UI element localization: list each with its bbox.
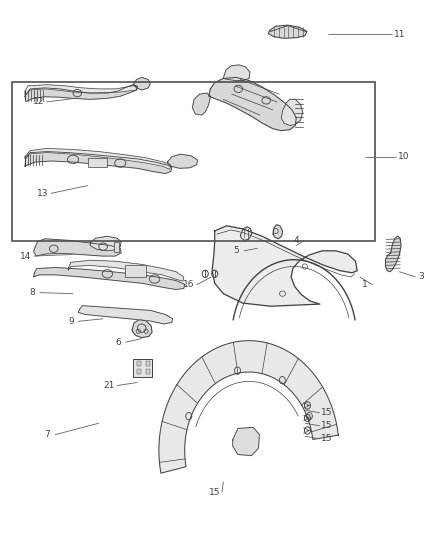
Text: 12: 12 bbox=[33, 98, 44, 107]
Polygon shape bbox=[68, 260, 184, 281]
Text: 9: 9 bbox=[68, 317, 74, 326]
Bar bbox=[12, 82, 375, 241]
Text: 16: 16 bbox=[183, 280, 195, 289]
Polygon shape bbox=[159, 341, 338, 473]
Text: 6: 6 bbox=[115, 338, 121, 347]
Polygon shape bbox=[133, 77, 150, 90]
Text: 4: 4 bbox=[293, 236, 299, 245]
Text: 15: 15 bbox=[209, 488, 220, 497]
Bar bbox=[133, 359, 152, 377]
Polygon shape bbox=[212, 226, 357, 306]
Text: 13: 13 bbox=[37, 189, 49, 198]
Polygon shape bbox=[25, 85, 138, 101]
Bar bbox=[137, 369, 141, 374]
Bar bbox=[124, 265, 146, 277]
Polygon shape bbox=[385, 236, 401, 272]
Polygon shape bbox=[223, 65, 250, 80]
Bar bbox=[146, 369, 150, 374]
Text: 21: 21 bbox=[104, 381, 115, 390]
Bar bbox=[114, 243, 120, 252]
Polygon shape bbox=[281, 99, 303, 125]
Bar bbox=[146, 360, 150, 366]
Text: 8: 8 bbox=[29, 288, 35, 297]
Polygon shape bbox=[90, 236, 121, 251]
Text: 15: 15 bbox=[321, 408, 332, 417]
Text: 1: 1 bbox=[362, 280, 368, 289]
Polygon shape bbox=[167, 154, 198, 168]
Bar bbox=[88, 158, 107, 167]
Polygon shape bbox=[25, 85, 138, 95]
Text: 14: 14 bbox=[20, 252, 32, 261]
Polygon shape bbox=[25, 149, 171, 169]
Polygon shape bbox=[273, 225, 283, 239]
Text: 3: 3 bbox=[418, 272, 424, 281]
Polygon shape bbox=[34, 268, 185, 289]
Polygon shape bbox=[233, 427, 259, 456]
Text: 5: 5 bbox=[233, 246, 239, 255]
Polygon shape bbox=[132, 320, 152, 337]
Text: 10: 10 bbox=[398, 152, 410, 161]
Polygon shape bbox=[78, 306, 173, 324]
Polygon shape bbox=[208, 77, 296, 131]
Text: 7: 7 bbox=[44, 430, 50, 439]
Polygon shape bbox=[268, 25, 307, 38]
Text: 11: 11 bbox=[393, 29, 405, 38]
Polygon shape bbox=[240, 227, 251, 240]
Polygon shape bbox=[192, 93, 210, 115]
Polygon shape bbox=[34, 239, 121, 256]
Text: 15: 15 bbox=[321, 434, 332, 443]
Text: 15: 15 bbox=[321, 421, 332, 430]
Polygon shape bbox=[25, 151, 172, 174]
Bar bbox=[137, 360, 141, 366]
